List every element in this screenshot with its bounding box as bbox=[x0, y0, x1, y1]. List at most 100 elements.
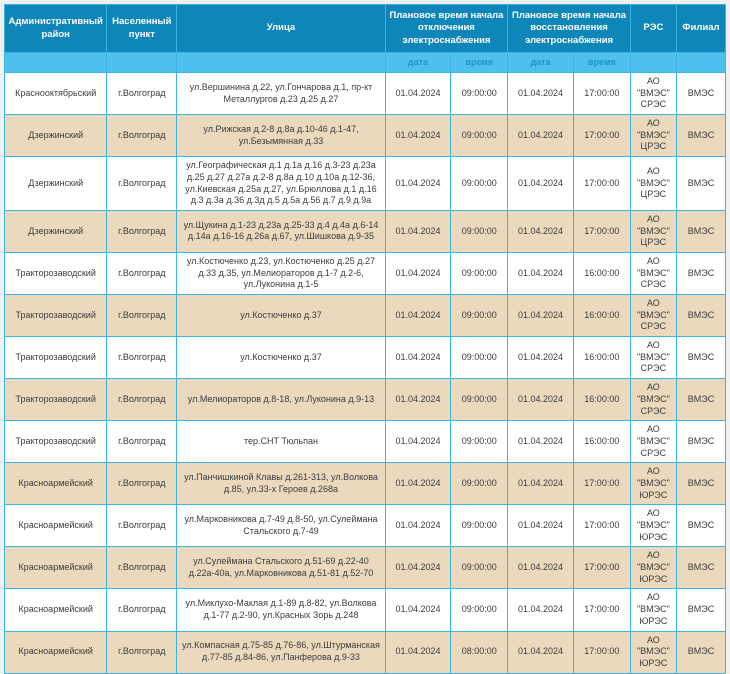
cell-restore-date: 01.04.2024 bbox=[507, 114, 574, 158]
cell-outage-date: 01.04.2024 bbox=[384, 336, 452, 380]
table-row: Тракторозаводский г.Волгоград ул.Костюченк… bbox=[3, 251, 727, 296]
col-header-branch: Филиал bbox=[675, 3, 727, 54]
cell-settlement: г.Волгоград bbox=[106, 588, 178, 632]
table-body: Краснооктябрьский г.Волгоград ул.Вершинина… bbox=[3, 72, 727, 674]
cell-outage-date: 01.04.2024 bbox=[384, 378, 452, 422]
cell-restore-date: 01.04.2024 bbox=[507, 504, 574, 548]
cell-street: ул.Мелиораторов д.8-18, ул.Луконина д.9-… bbox=[176, 378, 386, 422]
cell-res: АО "ВМЭС" ЮРЭС bbox=[629, 630, 677, 674]
cell-restore-date: 01.04.2024 bbox=[507, 588, 574, 632]
cell-settlement: г.Волгоград bbox=[106, 462, 178, 506]
subheader-empty-street bbox=[176, 52, 386, 74]
cell-outage-time: 09:00:00 bbox=[450, 72, 509, 116]
col-header-settlement: Населенный пункт bbox=[106, 3, 178, 54]
cell-branch: ВМЭС bbox=[675, 630, 727, 674]
cell-outage-date: 01.04.2024 bbox=[384, 251, 452, 296]
cell-street: ул.Миклухо-Маклая д.1-89 д.8-82, ул.Волк… bbox=[176, 588, 386, 632]
cell-outage-time: 08:00:00 bbox=[450, 630, 509, 674]
cell-district: Красноармейский bbox=[3, 462, 108, 506]
table-row: Дзержинский г.Волгоград ул.Географическая … bbox=[3, 156, 727, 211]
cell-restore-time: 17:00:00 bbox=[572, 504, 631, 548]
cell-street: ул.Рижская д.2-8 д.8а д.10-46 д.1-47, ул… bbox=[176, 114, 386, 158]
cell-restore-time: 17:00:00 bbox=[572, 72, 631, 116]
table-row: Красноармейский г.Волгоград ул.Миклухо-Мак… bbox=[3, 588, 727, 632]
cell-district: Красноармейский bbox=[3, 546, 108, 590]
cell-restore-date: 01.04.2024 bbox=[507, 251, 574, 296]
cell-res: АО "ВМЭС" ЮРЭС bbox=[629, 462, 677, 506]
cell-outage-date: 01.04.2024 bbox=[384, 630, 452, 674]
cell-branch: ВМЭС bbox=[675, 336, 727, 380]
subheader-empty-district bbox=[3, 52, 108, 74]
cell-branch: ВМЭС bbox=[675, 588, 727, 632]
cell-restore-date: 01.04.2024 bbox=[507, 420, 574, 464]
cell-outage-time: 09:00:00 bbox=[450, 114, 509, 158]
cell-outage-time: 09:00:00 bbox=[450, 378, 509, 422]
cell-street: ул.Щукина д.1-23 д.23а д.25-33 д.4 д.4а … bbox=[176, 209, 386, 253]
cell-restore-time: 17:00:00 bbox=[572, 588, 631, 632]
cell-street: ул.Географическая д.1 д.1а д.16 д.3-23 д… bbox=[176, 156, 386, 211]
cell-branch: ВМЭС bbox=[675, 504, 727, 548]
subheader-restore-time: время bbox=[572, 52, 631, 74]
col-header-res: РЭС bbox=[629, 3, 677, 54]
cell-street: ул.Костюченко д.37 bbox=[176, 294, 386, 338]
subheader-outage-time: время bbox=[450, 52, 509, 74]
cell-res: АО "ВМЭС" СРЭС bbox=[629, 251, 677, 296]
cell-branch: ВМЭС bbox=[675, 209, 727, 253]
cell-outage-time: 09:00:00 bbox=[450, 336, 509, 380]
cell-res: АО "ВМЭС" СРЭС bbox=[629, 378, 677, 422]
cell-outage-date: 01.04.2024 bbox=[384, 156, 452, 211]
cell-branch: ВМЭС bbox=[675, 114, 727, 158]
table-row: Красноармейский г.Волгоград ул.Панчишкиной… bbox=[3, 462, 727, 506]
cell-outage-date: 01.04.2024 bbox=[384, 546, 452, 590]
table-row: Тракторозаводский г.Волгоград ул.Костюченк… bbox=[3, 336, 727, 380]
cell-settlement: г.Волгоград bbox=[106, 251, 178, 296]
cell-district: Дзержинский bbox=[3, 114, 108, 158]
cell-res: АО "ВМЭС" СРЭС bbox=[629, 294, 677, 338]
cell-branch: ВМЭС bbox=[675, 251, 727, 296]
cell-outage-time: 09:00:00 bbox=[450, 156, 509, 211]
cell-restore-date: 01.04.2024 bbox=[507, 156, 574, 211]
cell-res: АО "ВМЭС" ЦРЭС bbox=[629, 209, 677, 253]
cell-outage-date: 01.04.2024 bbox=[384, 588, 452, 632]
cell-outage-date: 01.04.2024 bbox=[384, 420, 452, 464]
cell-settlement: г.Волгоград bbox=[106, 156, 178, 211]
cell-district: Тракторозаводский bbox=[3, 378, 108, 422]
cell-restore-time: 17:00:00 bbox=[572, 114, 631, 158]
cell-street: ул.Марковникова д.7-49 д.8-50, ул.Сулейм… bbox=[176, 504, 386, 548]
cell-street: тер.СНТ Тюльпан bbox=[176, 420, 386, 464]
subheader-empty-res bbox=[629, 52, 677, 74]
cell-outage-time: 09:00:00 bbox=[450, 462, 509, 506]
subheader-outage-date: дата bbox=[384, 52, 452, 74]
cell-outage-time: 09:00:00 bbox=[450, 420, 509, 464]
cell-restore-time: 16:00:00 bbox=[572, 251, 631, 296]
subheader-empty-branch bbox=[675, 52, 727, 74]
table-row: Красноармейский г.Волгоград ул.Компасная д… bbox=[3, 630, 727, 674]
cell-restore-time: 16:00:00 bbox=[572, 420, 631, 464]
cell-res: АО "ВМЭС" ЮРЭС bbox=[629, 504, 677, 548]
cell-outage-date: 01.04.2024 bbox=[384, 72, 452, 116]
cell-branch: ВМЭС bbox=[675, 462, 727, 506]
cell-restore-time: 17:00:00 bbox=[572, 462, 631, 506]
cell-restore-date: 01.04.2024 bbox=[507, 546, 574, 590]
cell-res: АО "ВМЭС" СРЭС bbox=[629, 420, 677, 464]
subheader-empty-settlement bbox=[106, 52, 178, 74]
cell-settlement: г.Волгоград bbox=[106, 504, 178, 548]
cell-restore-date: 01.04.2024 bbox=[507, 630, 574, 674]
cell-res: АО "ВМЭС" ЮРЭС bbox=[629, 588, 677, 632]
table-row: Дзержинский г.Волгоград ул.Щукина д.1-23 д… bbox=[3, 209, 727, 253]
cell-restore-time: 17:00:00 bbox=[572, 630, 631, 674]
cell-district: Дзержинский bbox=[3, 156, 108, 211]
cell-district: Дзержинский bbox=[3, 209, 108, 253]
cell-restore-time: 17:00:00 bbox=[572, 209, 631, 253]
cell-restore-time: 17:00:00 bbox=[572, 156, 631, 211]
table-row: Красноармейский г.Волгоград ул.Сулеймана С… bbox=[3, 546, 727, 590]
table-row: Тракторозаводский г.Волгоград ул.Мелиорато… bbox=[3, 378, 727, 422]
cell-restore-time: 16:00:00 bbox=[572, 294, 631, 338]
table-row: Тракторозаводский г.Волгоград тер.СНТ Тюль… bbox=[3, 420, 727, 464]
cell-restore-time: 17:00:00 bbox=[572, 546, 631, 590]
cell-res: АО "ВМЭС" ЮРЭС bbox=[629, 546, 677, 590]
cell-outage-time: 09:00:00 bbox=[450, 588, 509, 632]
cell-outage-time: 09:00:00 bbox=[450, 546, 509, 590]
cell-outage-time: 09:00:00 bbox=[450, 251, 509, 296]
cell-street: ул.Вершинина д.22, ул.Гончарова д.1, пр-… bbox=[176, 72, 386, 116]
